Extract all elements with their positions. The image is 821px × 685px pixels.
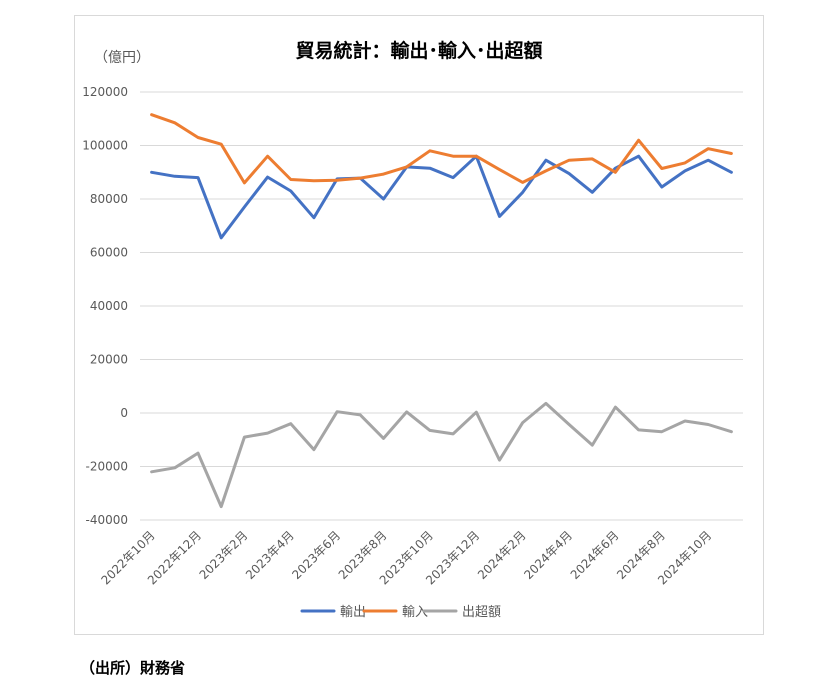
chart-frame <box>74 15 764 635</box>
x-tick-label: 2023年2月 <box>197 528 251 582</box>
y-tick-label: -40000 <box>85 513 128 527</box>
y-tick-label: 40000 <box>90 299 128 313</box>
series-line-輸入 <box>150 113 733 185</box>
source-note: （出所）財務省 <box>80 659 186 677</box>
x-tick-label: 2023年4月 <box>243 528 297 582</box>
series-line-出超額 <box>150 401 733 509</box>
x-tick-label: 2024年2月 <box>475 528 529 582</box>
y-axis-unit-label: （億円） <box>94 50 150 66</box>
y-tick-label: 0 <box>120 406 128 420</box>
legend-label: 輸出 <box>340 605 366 620</box>
x-tick-label: 2024年6月 <box>568 528 622 582</box>
x-tick-label: 2024年4月 <box>521 528 575 582</box>
y-tick-label: 80000 <box>90 192 128 206</box>
chart-title: 貿易統計：輸出･輸入･出超額 <box>295 40 543 62</box>
y-tick-label: 100000 <box>82 139 128 153</box>
y-tick-label: 20000 <box>90 353 128 367</box>
series-line-輸出 <box>150 154 733 240</box>
legend-label: 輸入 <box>402 605 428 620</box>
y-tick-label: -20000 <box>85 460 128 474</box>
legend-label: 出超額 <box>462 605 501 620</box>
y-tick-label: 120000 <box>82 85 128 99</box>
y-tick-label: 60000 <box>90 246 128 260</box>
x-tick-label: 2023年6月 <box>289 528 343 582</box>
